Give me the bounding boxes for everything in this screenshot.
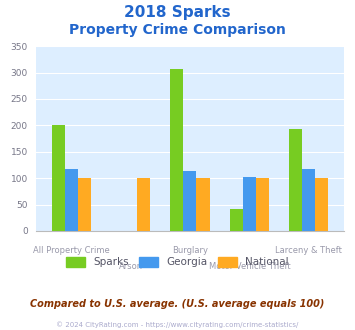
Legend: Sparks, Georgia, National: Sparks, Georgia, National (66, 256, 289, 267)
Text: 2018 Sparks: 2018 Sparks (124, 5, 231, 20)
Text: Motor Vehicle Theft: Motor Vehicle Theft (208, 262, 290, 271)
Bar (256, 178, 269, 231)
Bar (51, 125, 65, 231)
Text: Larceny & Theft: Larceny & Theft (275, 246, 342, 255)
Bar (196, 178, 209, 231)
Text: All Property Crime: All Property Crime (33, 246, 109, 255)
Bar (137, 178, 150, 231)
Bar (289, 129, 302, 231)
Text: Burglary: Burglary (172, 246, 208, 255)
Bar (78, 178, 91, 231)
Bar (170, 69, 184, 231)
Text: Arson: Arson (119, 262, 143, 271)
Bar (230, 209, 243, 231)
Bar (243, 177, 256, 231)
Text: Compared to U.S. average. (U.S. average equals 100): Compared to U.S. average. (U.S. average … (30, 299, 325, 309)
Bar (302, 169, 315, 231)
Text: © 2024 CityRating.com - https://www.cityrating.com/crime-statistics/: © 2024 CityRating.com - https://www.city… (56, 322, 299, 328)
Bar (184, 171, 196, 231)
Bar (65, 169, 78, 231)
Bar (315, 178, 328, 231)
Text: Property Crime Comparison: Property Crime Comparison (69, 23, 286, 37)
